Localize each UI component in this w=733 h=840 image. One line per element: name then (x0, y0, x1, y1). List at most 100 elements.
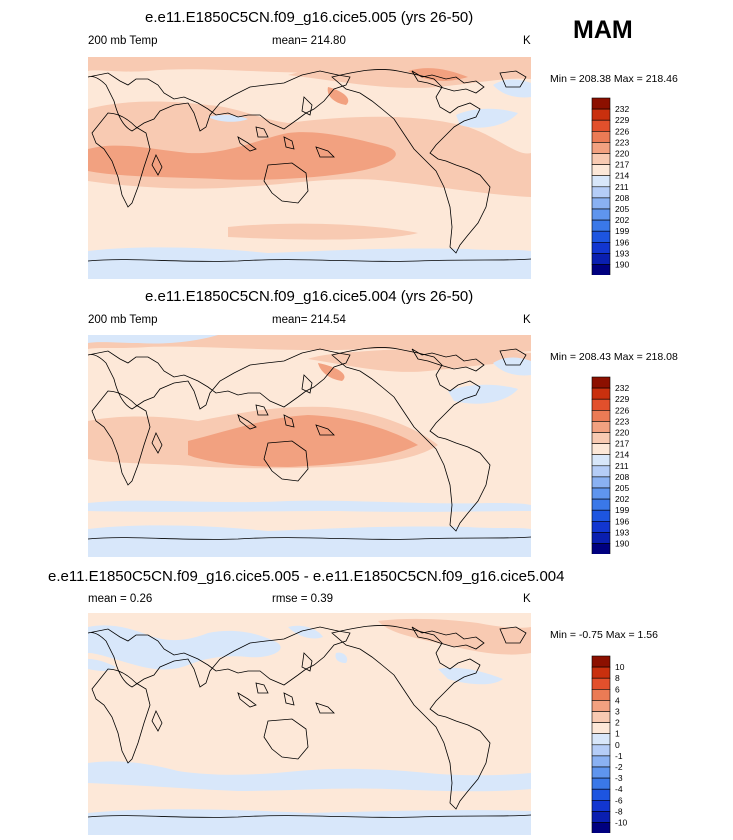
colorbar-swatch (591, 800, 611, 812)
colorbar-tick-label: 220 (615, 428, 629, 438)
panel-3-mean-label: mean = 0.26 (88, 593, 153, 605)
panel-3-units-label: K (523, 593, 531, 605)
colorbar-swatch (591, 454, 611, 467)
colorbar-swatch (591, 142, 611, 154)
colorbar-tick-label: 208 (615, 472, 629, 482)
colorbar-tick-label: 217 (615, 160, 629, 170)
colorbar-tick-label: 196 (615, 516, 629, 526)
colorbar-swatch (591, 264, 611, 275)
colorbar-tick-label: 211 (615, 461, 629, 471)
panel-2-mean-label: mean= 214.54 (272, 314, 346, 326)
colorbar-tick-label: 193 (615, 527, 629, 537)
colorbar-swatch (591, 777, 611, 790)
colorbar-swatch (591, 700, 611, 712)
colorbar-swatch (591, 398, 611, 411)
panel-3-rmse-label: rmse = 0.39 (272, 593, 334, 605)
colorbar-swatch (591, 130, 611, 143)
colorbar-swatch (591, 711, 611, 723)
colorbar-swatch (591, 97, 611, 110)
colorbar-swatch (591, 164, 611, 176)
panel-2-map (88, 335, 531, 557)
colorbar-tick-label: -10 (615, 818, 628, 828)
colorbar-swatch (591, 230, 611, 243)
panel-1-map (88, 57, 531, 279)
colorbar-tick-label: -2 (615, 762, 623, 772)
colorbar-tick-label: 190 (615, 260, 629, 270)
colorbar-tick-label: 214 (615, 171, 629, 181)
colorbar-swatch (591, 722, 611, 734)
colorbar-swatch (591, 443, 611, 455)
colorbar-swatch (591, 253, 611, 265)
colorbar-swatch (591, 788, 611, 801)
colorbar-tick-label: 214 (615, 450, 629, 460)
colorbar-swatch (591, 219, 611, 232)
colorbar-swatch (591, 119, 611, 132)
colorbar-swatch (591, 766, 611, 779)
colorbar-tick-label: 2 (615, 718, 620, 728)
colorbar-tick-label: 220 (615, 149, 629, 159)
colorbar-swatch (591, 666, 611, 679)
colorbar-swatch (591, 521, 611, 533)
colorbar-tick-label: 211 (615, 182, 629, 192)
colorbar-tick-label: 232 (615, 383, 629, 393)
colorbar-swatch (591, 543, 611, 554)
colorbar-tick-label: 223 (615, 137, 629, 147)
colorbar-swatch (591, 744, 611, 757)
panel-3-map (88, 613, 531, 835)
panel-1-units-label: K (523, 35, 531, 47)
colorbar-tick-label: 202 (615, 494, 629, 504)
panel-1-minmax-label: Min = 208.38 Max = 218.46 (550, 73, 678, 85)
colorbar-swatch (591, 108, 611, 121)
season-label: MAM (573, 16, 633, 44)
colorbar-swatch (591, 175, 611, 188)
colorbar-swatch (591, 509, 611, 522)
colorbar-swatch (591, 677, 611, 690)
panel-2-colorbar: 2322292262232202172142112082052021991961… (591, 376, 629, 554)
colorbar-swatch (591, 476, 611, 489)
colorbar-swatch (591, 409, 611, 422)
colorbar-tick-label: 199 (615, 226, 629, 236)
panel-3-minmax-label: Min = -0.75 Max = 1.56 (550, 629, 658, 641)
colorbar-tick-label: 1 (615, 729, 620, 739)
colorbar-tick-label: 217 (615, 439, 629, 449)
colorbar-tick-label: -4 (615, 784, 623, 794)
colorbar-swatch (591, 186, 611, 199)
panel-1-colorbar: 2322292262232202172142112082052021991961… (591, 97, 629, 275)
colorbar-tick-label: 6 (615, 684, 620, 694)
colorbar-tick-label: 193 (615, 248, 629, 258)
colorbar-swatch (591, 498, 611, 511)
colorbar-tick-label: 229 (615, 115, 629, 125)
colorbar-tick-label: 196 (615, 237, 629, 247)
panel-1-title: e.e11.E1850C5CN.f09_g16.cice5.005 (yrs 2… (145, 9, 474, 26)
colorbar-tick-label: -3 (615, 773, 623, 783)
colorbar-tick-label: 208 (615, 193, 629, 203)
colorbar-tick-label: 4 (615, 695, 620, 705)
colorbar-tick-label: 223 (615, 416, 629, 426)
panel-2-units-label: K (523, 314, 531, 326)
colorbar-swatch (591, 733, 611, 746)
colorbar-swatch (591, 376, 611, 389)
colorbar-tick-label: -8 (615, 806, 623, 816)
colorbar-swatch (591, 387, 611, 400)
colorbar-swatch (591, 487, 611, 500)
colorbar-tick-label: 226 (615, 405, 629, 415)
colorbar-swatch (591, 755, 611, 768)
colorbar-tick-label: 232 (615, 104, 629, 114)
panel-1-mean-label: mean= 214.80 (272, 35, 346, 47)
panel-2-minmax-label: Min = 208.43 Max = 218.08 (550, 351, 678, 363)
colorbar-swatch (591, 432, 611, 444)
colorbar-tick-label: -6 (615, 795, 623, 805)
panel-2-title: e.e11.E1850C5CN.f09_g16.cice5.004 (yrs 2… (145, 288, 474, 305)
colorbar-swatch (591, 811, 611, 823)
colorbar-tick-label: 199 (615, 505, 629, 515)
colorbar-swatch (591, 688, 611, 701)
colorbar-tick-label: 10 (615, 662, 625, 672)
colorbar-swatch (591, 655, 611, 668)
colorbar-tick-label: 190 (615, 539, 629, 549)
panel-1-variable-label: 200 mb Temp (88, 35, 158, 47)
colorbar-tick-label: 229 (615, 394, 629, 404)
colorbar-tick-label: 205 (615, 204, 629, 214)
colorbar-tick-label: 0 (615, 740, 620, 750)
colorbar-swatch (591, 421, 611, 433)
